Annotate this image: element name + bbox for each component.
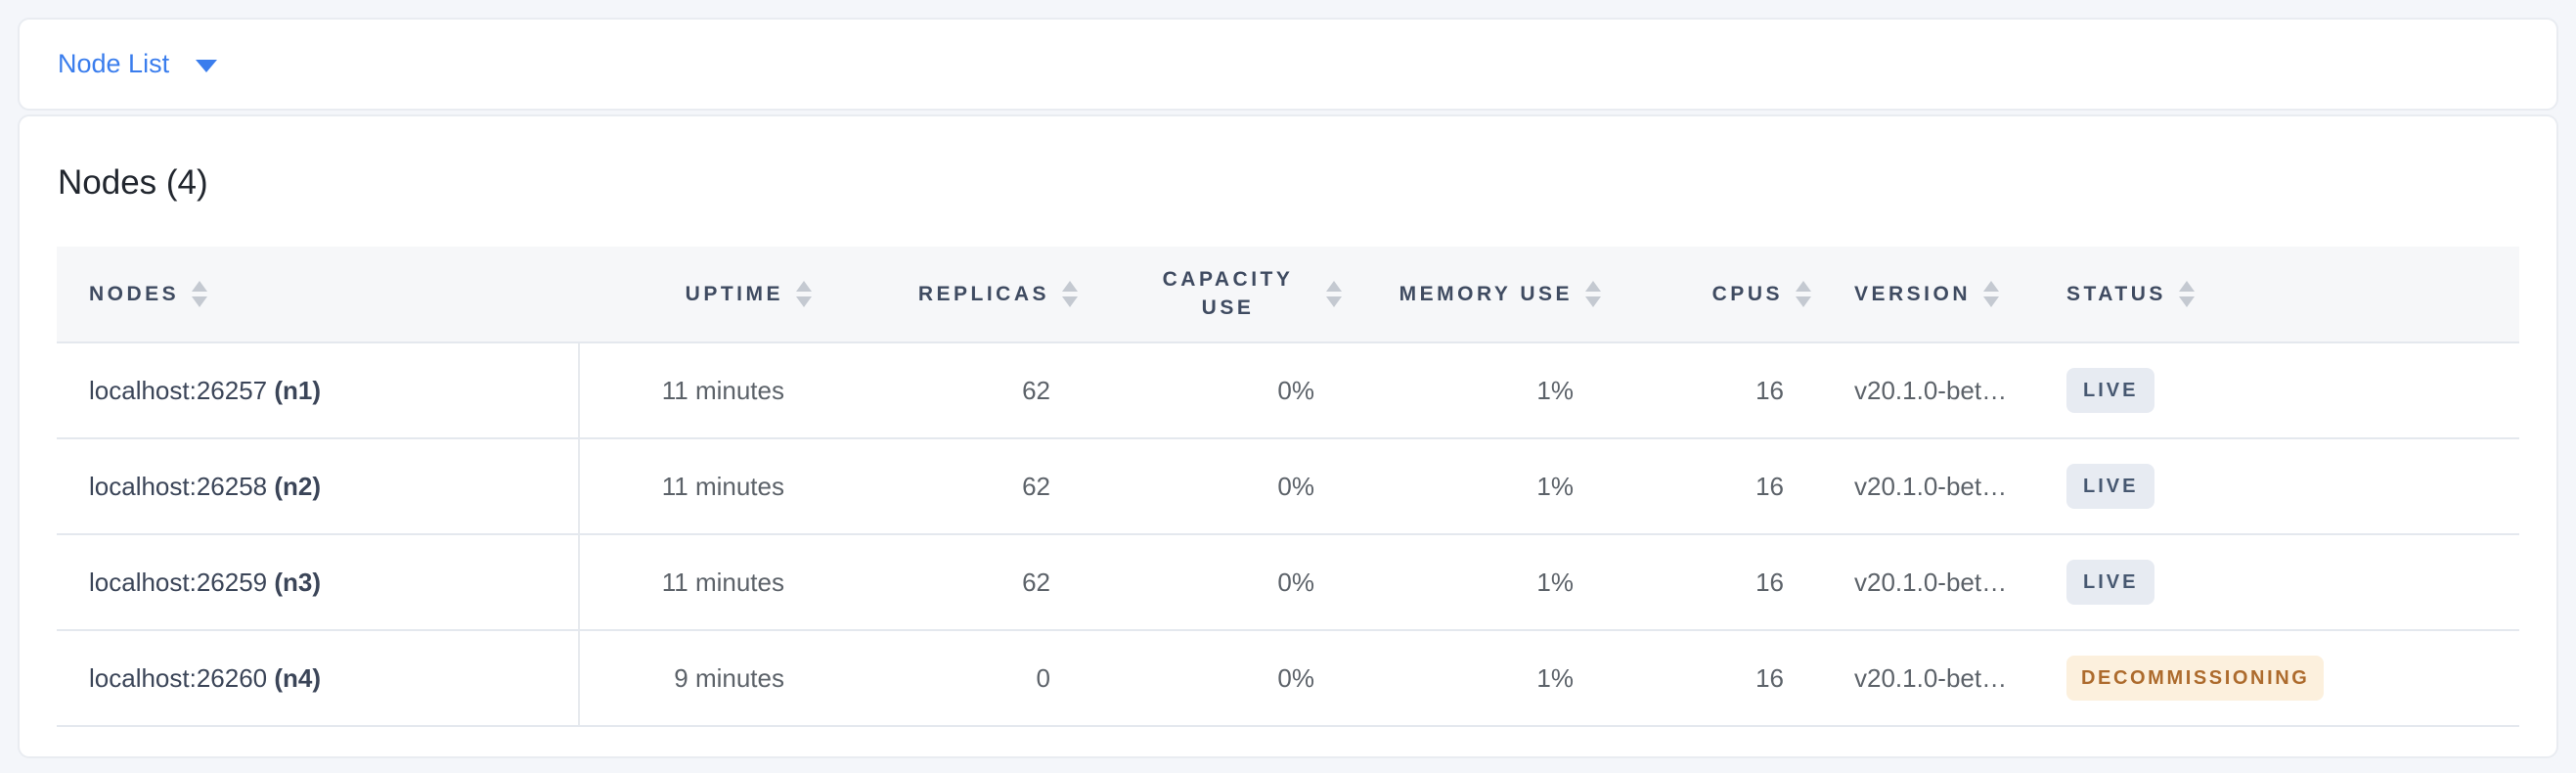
sort-arrows-icon <box>1796 281 1811 307</box>
cell-status: LIVE <box>2045 342 2519 439</box>
cell-nodes: localhost:26257 (n1) <box>57 342 580 439</box>
column-header-replicas[interactable]: REPLICAS <box>825 247 1091 343</box>
cell-nodes: localhost:26260 (n4) <box>57 630 580 727</box>
cell-cpus: 16 <box>1615 438 1825 535</box>
cell-replicas: 62 <box>825 534 1091 631</box>
sort-arrows-icon <box>1326 281 1342 307</box>
cell-uptime: 9 minutes <box>579 630 825 727</box>
cell-cpus: 16 <box>1615 342 1825 439</box>
column-label-status: STATUS <box>2066 282 2166 305</box>
cell-replicas: 62 <box>825 438 1091 535</box>
node-row: localhost:26258 (n2) 11 minutes 62 0% 1% 16 v2… <box>57 438 2519 535</box>
cell-uptime: 11 minutes <box>579 534 825 631</box>
status-badge: LIVE <box>2066 464 2155 509</box>
column-label-version: VERSION <box>1854 282 1972 305</box>
cell-nodes: localhost:26258 (n2) <box>57 438 580 535</box>
cell-status: LIVE <box>2045 534 2519 631</box>
status-badge: LIVE <box>2066 560 2155 605</box>
cell-capacity: 0% <box>1091 630 1355 727</box>
node-link[interactable]: localhost:26257 (n1) <box>89 376 321 405</box>
cell-memory: 1% <box>1355 534 1615 631</box>
cell-uptime: 11 minutes <box>579 438 825 535</box>
cell-nodes: localhost:26259 (n3) <box>57 534 580 631</box>
column-label-cpus: CPUS <box>1711 282 1783 305</box>
node-address: localhost:26257 <box>89 375 275 405</box>
view-selector-label: Node List <box>58 49 170 78</box>
column-label-uptime: UPTIME <box>685 282 783 305</box>
node-address: localhost:26258 <box>89 471 275 501</box>
node-row: localhost:26259 (n3) 11 minutes 62 0% 1% 16 v2… <box>57 534 2519 631</box>
node-link[interactable]: localhost:26259 (n3) <box>89 568 321 597</box>
sort-arrows-icon <box>2178 281 2195 307</box>
cell-memory: 1% <box>1355 438 1615 535</box>
node-row: localhost:26260 (n4) 9 minutes 0 0% 1% 16 v20.… <box>57 630 2519 727</box>
column-header-status[interactable]: STATUS <box>2045 247 2519 343</box>
column-label-replicas: REPLICAS <box>917 282 1049 305</box>
cell-capacity: 0% <box>1091 342 1355 439</box>
cell-status: LIVE <box>2045 438 2519 535</box>
column-header-memory[interactable]: MEMORY USE <box>1355 247 1615 343</box>
cell-status: DECOMMISSIONING <box>2045 630 2519 727</box>
node-link[interactable]: localhost:26258 (n2) <box>89 472 321 501</box>
nodes-table: NODES UPTIME REPLICAS CAPACITY USE MEMORY US… <box>57 247 2519 727</box>
cell-version: v20.1.0-bet… <box>1825 534 2045 631</box>
view-selector-dropdown[interactable]: Node List <box>58 49 218 79</box>
sort-arrows-icon <box>1585 281 1601 307</box>
node-address: localhost:26260 <box>89 662 275 693</box>
cell-replicas: 0 <box>825 630 1091 727</box>
table-header-row: NODES UPTIME REPLICAS CAPACITY USE MEMORY US… <box>57 247 2519 343</box>
cell-uptime: 11 minutes <box>579 342 825 439</box>
status-badge: LIVE <box>2066 368 2155 413</box>
cell-capacity: 0% <box>1091 438 1355 535</box>
node-id: (n3) <box>274 567 322 597</box>
column-header-version[interactable]: VERSION <box>1825 247 2045 343</box>
node-id: (n2) <box>274 471 322 501</box>
cell-version: v20.1.0-bet… <box>1825 438 2045 535</box>
column-header-uptime[interactable]: UPTIME <box>579 247 825 343</box>
column-label-memory: MEMORY USE <box>1399 282 1573 305</box>
status-badge: DECOMMISSIONING <box>2066 656 2325 701</box>
cell-version: v20.1.0-bet… <box>1825 630 2045 727</box>
sort-arrows-icon <box>192 281 208 307</box>
cell-capacity: 0% <box>1091 534 1355 631</box>
node-id: (n1) <box>274 375 322 405</box>
sort-arrows-icon <box>1062 281 1078 307</box>
cell-cpus: 16 <box>1615 534 1825 631</box>
sort-arrows-icon <box>1983 281 2000 307</box>
cell-replicas: 62 <box>825 342 1091 439</box>
column-label-nodes: NODES <box>89 282 180 305</box>
page-title: Nodes (4) <box>58 163 208 202</box>
cell-cpus: 16 <box>1615 630 1825 727</box>
sort-arrows-icon <box>796 281 812 307</box>
column-header-cpus[interactable]: CPUS <box>1615 247 1825 343</box>
node-row: localhost:26257 (n1) 11 minutes 62 0% 1% 16 v2… <box>57 342 2519 439</box>
cell-memory: 1% <box>1355 630 1615 727</box>
cell-memory: 1% <box>1355 342 1615 439</box>
node-link[interactable]: localhost:26260 (n4) <box>89 663 321 693</box>
caret-down-icon <box>196 59 218 72</box>
column-label-capacity: CAPACITY USE <box>1162 268 1294 319</box>
cell-version: v20.1.0-bet… <box>1825 342 2045 439</box>
column-header-capacity[interactable]: CAPACITY USE <box>1091 247 1355 343</box>
node-address: localhost:26259 <box>89 567 275 597</box>
nodes-card: Nodes (4) NODES UPTIME REPLICAS CAPACITY US… <box>18 114 2558 758</box>
node-id: (n4) <box>274 662 322 693</box>
view-selector-card: Node List <box>18 18 2558 111</box>
column-header-nodes[interactable]: NODES <box>57 247 579 343</box>
